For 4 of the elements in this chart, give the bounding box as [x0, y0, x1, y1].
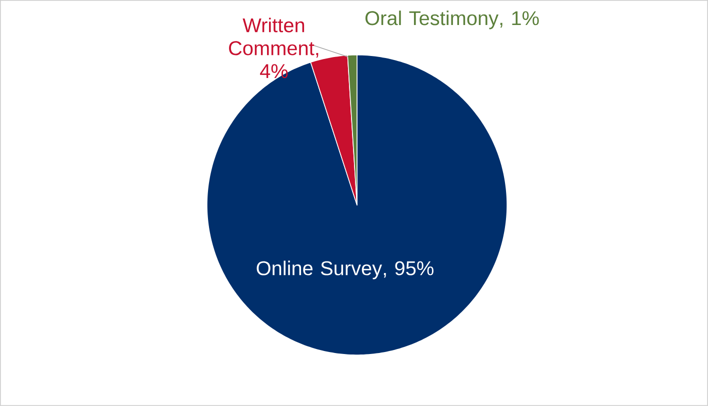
slice-label: Oral Testimony [365, 10, 499, 30]
slice-label: Online Survey [256, 260, 382, 280]
data-label: , 1% [500, 11, 539, 28]
data-label: , 95% [384, 261, 434, 278]
